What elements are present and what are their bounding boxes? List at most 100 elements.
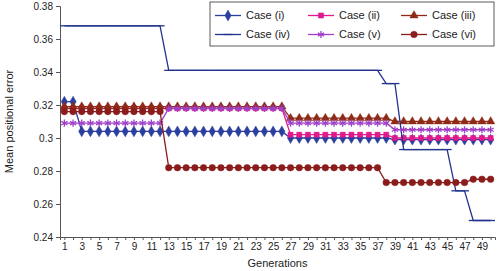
- x-tick: 39: [390, 237, 402, 252]
- marker: [399, 149, 408, 150]
- marker: [79, 126, 85, 137]
- legend-item: Case (ii): [308, 9, 380, 21]
- x-tick: [299, 237, 300, 240]
- y-tick: 0.38: [34, 1, 60, 12]
- marker: [112, 25, 121, 26]
- marker: [105, 108, 112, 115]
- marker: [253, 126, 259, 137]
- x-tick: 17: [198, 237, 210, 252]
- marker: [418, 126, 424, 133]
- legend-label: Case (v): [339, 28, 381, 40]
- marker: [339, 113, 347, 120]
- marker: [453, 134, 459, 145]
- x-tick-mark: [299, 237, 300, 240]
- y-tick: 0.26: [34, 199, 60, 210]
- marker: [244, 105, 250, 112]
- marker: [374, 133, 380, 144]
- legend-item: Case (v): [308, 28, 381, 40]
- marker: [243, 70, 252, 71]
- marker: [227, 126, 233, 137]
- marker: [295, 70, 304, 71]
- marker: [409, 126, 415, 133]
- legend-item: Case (iv): [215, 28, 290, 40]
- marker: [235, 164, 242, 171]
- marker: [374, 164, 381, 171]
- y-tick-mark: [56, 204, 60, 205]
- marker: [61, 120, 67, 127]
- x-tick-label: 43: [425, 241, 437, 252]
- x-tick: 43: [425, 237, 437, 252]
- marker: [199, 70, 208, 71]
- x-tick: 37: [372, 237, 384, 252]
- marker: [95, 25, 104, 26]
- x-axis-title: Generations: [248, 257, 308, 269]
- marker: [427, 135, 432, 140]
- marker: [470, 176, 477, 183]
- x-tick-mark: [351, 237, 352, 240]
- legend-label: Case (ii): [339, 9, 380, 21]
- y-tick-label: 0.34: [34, 67, 54, 78]
- legend-label: Case (iv): [246, 28, 290, 40]
- y-tick-mark: [56, 105, 60, 106]
- x-tick: [404, 237, 405, 240]
- marker: [427, 126, 433, 133]
- x-tick: 13: [164, 237, 176, 252]
- marker: [166, 126, 172, 137]
- y-axis-title: Mean positional error: [3, 70, 15, 174]
- marker: [479, 135, 484, 140]
- x-tick-mark: [378, 237, 379, 240]
- x-tick-label: 45: [442, 241, 454, 252]
- marker: [130, 102, 138, 109]
- x-tick-label: 25: [268, 241, 280, 252]
- marker: [401, 126, 407, 133]
- marker: [460, 117, 468, 124]
- marker: [417, 149, 426, 150]
- legend-item: Case (i): [215, 9, 285, 21]
- marker: [471, 135, 476, 140]
- marker: [209, 105, 215, 112]
- marker: [105, 126, 111, 137]
- marker: [434, 149, 443, 150]
- marker: [418, 179, 425, 186]
- x-tick-mark: [438, 237, 439, 240]
- marker: [436, 135, 441, 140]
- legend-marker: [411, 31, 418, 38]
- x-tick: [90, 237, 91, 240]
- marker: [321, 113, 329, 120]
- marker: [461, 179, 468, 186]
- marker: [444, 126, 450, 133]
- marker: [192, 164, 199, 171]
- marker: [279, 105, 285, 112]
- marker: [287, 164, 294, 171]
- y-tick: 0.3: [39, 133, 60, 144]
- x-tick: 47: [459, 237, 471, 252]
- x-tick: [438, 237, 439, 240]
- marker: [487, 176, 494, 183]
- x-tick-label: 35: [355, 241, 367, 252]
- marker: [419, 135, 424, 140]
- marker: [173, 70, 182, 71]
- x-tick: [282, 237, 283, 240]
- x-tick-mark: [247, 237, 248, 240]
- marker: [261, 126, 267, 137]
- marker: [69, 25, 78, 26]
- x-tick-mark: [204, 237, 205, 240]
- x-tick-mark: [195, 237, 196, 240]
- marker: [121, 25, 130, 26]
- marker: [200, 164, 207, 171]
- marker: [373, 70, 382, 71]
- marker: [138, 25, 147, 26]
- marker: [96, 108, 103, 115]
- marker: [347, 113, 355, 120]
- x-tick-label: 37: [372, 241, 384, 252]
- x-tick: 25: [268, 237, 280, 252]
- x-tick-label: 49: [477, 241, 489, 252]
- marker: [314, 120, 320, 127]
- marker: [409, 134, 415, 145]
- marker: [366, 120, 372, 127]
- x-tick-mark: [134, 237, 135, 240]
- marker: [418, 134, 424, 145]
- x-tick-mark: [369, 237, 370, 240]
- x-tick-label: 9: [132, 241, 138, 252]
- x-tick-mark: [212, 237, 213, 240]
